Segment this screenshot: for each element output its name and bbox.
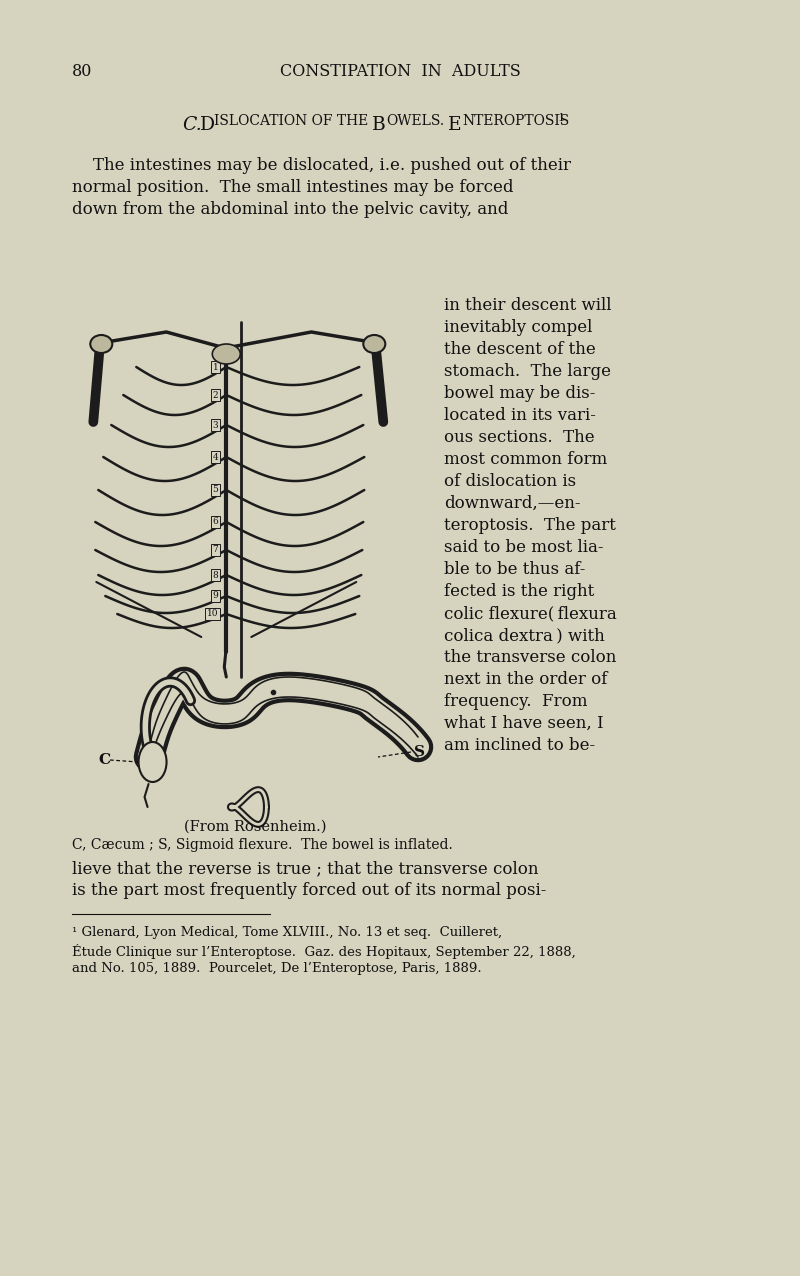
Ellipse shape (363, 336, 386, 353)
Text: S: S (414, 745, 425, 759)
Text: 8: 8 (213, 570, 218, 579)
Text: frequency.  From: frequency. From (444, 693, 587, 709)
Text: of dislocation is: of dislocation is (444, 473, 576, 490)
Text: C, Cæcum ; S, Sigmoid flexure.  The bowel is inflated.: C, Cæcum ; S, Sigmoid flexure. The bowel… (72, 838, 453, 852)
Text: C.: C. (182, 116, 202, 134)
Text: downward,—en-: downward,—en- (444, 495, 581, 512)
Text: ble to be thus af-: ble to be thus af- (444, 561, 586, 578)
Text: colic flexure( flexura: colic flexure( flexura (444, 605, 617, 621)
Text: E: E (448, 116, 462, 134)
Text: 2: 2 (213, 390, 218, 399)
Text: the descent of the: the descent of the (444, 341, 596, 359)
Text: ISLOCATION OF THE: ISLOCATION OF THE (214, 114, 368, 128)
Text: fected is the right: fected is the right (444, 583, 594, 600)
Text: 9: 9 (213, 592, 218, 601)
Text: The intestines may be dislocated, i.e. pushed out of their: The intestines may be dislocated, i.e. p… (72, 157, 571, 174)
Text: next in the order of: next in the order of (444, 671, 607, 688)
Text: lieve that the reverse is true ; that the transverse colon: lieve that the reverse is true ; that th… (72, 860, 538, 877)
Ellipse shape (90, 336, 112, 353)
Text: normal position.  The small intestines may be forced: normal position. The small intestines ma… (72, 179, 514, 197)
Text: 80: 80 (72, 63, 92, 80)
Ellipse shape (212, 345, 240, 364)
Text: 5: 5 (213, 485, 218, 495)
Text: C: C (98, 753, 110, 767)
Text: the transverse colon: the transverse colon (444, 649, 616, 666)
Text: Étude Clinique sur l’Enteroptose.  Gaz. des Hopitaux, September 22, 1888,: Étude Clinique sur l’Enteroptose. Gaz. d… (72, 944, 576, 960)
Text: inevitably compel: inevitably compel (444, 319, 592, 336)
Text: 1: 1 (558, 114, 565, 122)
Text: ¹ Glenard, Lyon Medical, Tome XLVIII., No. 13 et seq.  Cuilleret,: ¹ Glenard, Lyon Medical, Tome XLVIII., N… (72, 926, 502, 939)
Text: stomach.  The large: stomach. The large (444, 362, 611, 380)
Text: 6: 6 (213, 518, 218, 527)
Text: is the part most frequently forced out of its normal posi-: is the part most frequently forced out o… (72, 882, 546, 900)
Text: am inclined to be-: am inclined to be- (444, 738, 595, 754)
Text: B: B (372, 116, 386, 134)
Text: (From Rosenheim.): (From Rosenheim.) (184, 820, 326, 835)
Text: NTEROPTOSIS: NTEROPTOSIS (462, 114, 570, 128)
Text: CONSTIPATION  IN  ADULTS: CONSTIPATION IN ADULTS (280, 63, 520, 80)
Text: most common form: most common form (444, 450, 607, 468)
Text: what I have seen, I: what I have seen, I (444, 715, 604, 732)
Text: 4: 4 (213, 453, 218, 462)
Text: and No. 105, 1889.  Pourcelet, De l’Enteroptose, Paris, 1889.: and No. 105, 1889. Pourcelet, De l’Enter… (72, 962, 482, 975)
Text: located in its vari-: located in its vari- (444, 407, 596, 424)
Text: down from the abdominal into the pelvic cavity, and: down from the abdominal into the pelvic … (72, 202, 508, 218)
Text: 1: 1 (213, 362, 218, 371)
Text: OWELS.: OWELS. (386, 114, 444, 128)
Text: D: D (200, 116, 215, 134)
Text: ous sections.  The: ous sections. The (444, 429, 594, 447)
Ellipse shape (138, 743, 166, 782)
Text: in their descent will: in their descent will (444, 297, 611, 314)
Text: bowel may be dis-: bowel may be dis- (444, 385, 595, 402)
Text: 7: 7 (213, 546, 218, 555)
Text: colica dextra ) with: colica dextra ) with (444, 627, 605, 644)
Text: 3: 3 (213, 421, 218, 430)
Text: said to be most lia-: said to be most lia- (444, 538, 603, 556)
Text: teroptosis.  The part: teroptosis. The part (444, 517, 616, 533)
Text: 10: 10 (206, 610, 218, 619)
